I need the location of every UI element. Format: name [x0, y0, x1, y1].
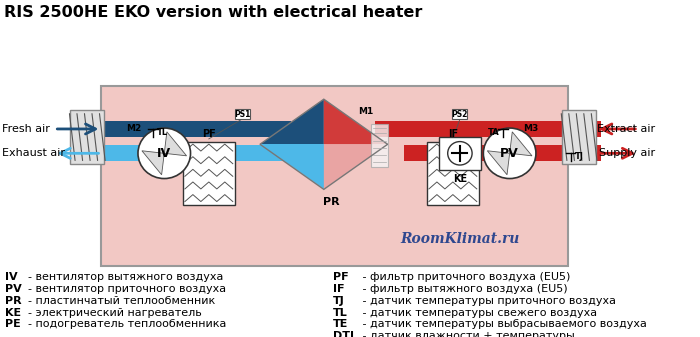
Bar — [375, 121, 601, 137]
Text: M1: M1 — [358, 107, 374, 116]
Bar — [427, 142, 479, 205]
Polygon shape — [324, 144, 388, 189]
Text: Fresh air: Fresh air — [2, 124, 50, 134]
Circle shape — [484, 128, 536, 179]
Text: IF: IF — [448, 129, 458, 139]
Text: DTJ: DTJ — [333, 331, 354, 337]
Text: - вентилятор вытяжного воздуха: - вентилятор вытяжного воздуха — [20, 272, 223, 282]
Bar — [71, 110, 104, 164]
Bar — [183, 142, 235, 205]
Text: PF: PF — [333, 272, 349, 282]
Bar — [452, 109, 468, 119]
Text: M3: M3 — [523, 124, 538, 133]
Text: Extract air: Extract air — [597, 124, 655, 134]
Text: TA: TA — [488, 128, 499, 137]
Text: TE: TE — [333, 319, 349, 329]
Text: IF: IF — [333, 284, 344, 294]
Text: M2: M2 — [127, 124, 142, 133]
Polygon shape — [324, 99, 388, 144]
Bar — [102, 86, 568, 266]
Text: PS2: PS2 — [452, 110, 468, 119]
Bar — [562, 110, 596, 164]
Text: PV: PV — [500, 147, 519, 160]
Text: TJ: TJ — [333, 296, 345, 306]
Text: PS1: PS1 — [234, 110, 251, 119]
Circle shape — [138, 128, 190, 179]
Text: TL: TL — [333, 307, 348, 317]
Text: - датчик температуры свежего воздуха: - датчик температуры свежего воздуха — [352, 307, 597, 317]
Text: - датчик температуры выбрасываемого воздуха: - датчик температуры выбрасываемого возд… — [352, 319, 647, 329]
Text: - электрический нагреватель: - электрический нагреватель — [20, 307, 202, 317]
Text: Supply air: Supply air — [599, 148, 655, 158]
Text: IV: IV — [5, 272, 18, 282]
Bar — [71, 145, 300, 161]
Bar — [440, 137, 480, 170]
Polygon shape — [260, 99, 324, 144]
Text: - фильтр вытяжного воздуха (EU5): - фильтр вытяжного воздуха (EU5) — [352, 284, 568, 294]
Polygon shape — [164, 132, 187, 156]
Polygon shape — [510, 132, 532, 156]
Bar — [404, 145, 601, 161]
Text: PR: PR — [5, 296, 21, 306]
Polygon shape — [487, 151, 510, 175]
Bar — [71, 121, 291, 137]
Text: - датчик температуры приточного воздуха: - датчик температуры приточного воздуха — [352, 296, 616, 306]
Text: - датчик влажности + температуры: - датчик влажности + температуры — [352, 331, 575, 337]
Text: KE: KE — [453, 174, 467, 184]
Bar — [371, 124, 388, 167]
Text: PE: PE — [5, 319, 20, 329]
Text: PV: PV — [5, 284, 22, 294]
Text: RIS 2500HE EKO version with electrical heater: RIS 2500HE EKO version with electrical h… — [4, 5, 422, 21]
Text: - пластинчатый теплообменник: - пластинчатый теплообменник — [20, 296, 215, 306]
Bar — [234, 109, 250, 119]
Polygon shape — [142, 151, 164, 175]
Text: Exhaust air: Exhaust air — [2, 148, 65, 158]
Text: - подогреватель теплообменника: - подогреватель теплообменника — [20, 319, 226, 329]
Text: RoomKlimat.ru: RoomKlimat.ru — [400, 232, 519, 246]
Text: - фильтр приточного воздуха (EU5): - фильтр приточного воздуха (EU5) — [352, 272, 570, 282]
Text: - вентилятор приточного воздуха: - вентилятор приточного воздуха — [20, 284, 226, 294]
Polygon shape — [260, 144, 324, 189]
Text: TJ: TJ — [575, 152, 583, 161]
Text: PF: PF — [202, 129, 216, 139]
Text: TL: TL — [157, 128, 168, 137]
Text: IV: IV — [158, 147, 172, 160]
Text: PR: PR — [323, 196, 339, 207]
Text: KE: KE — [5, 307, 21, 317]
